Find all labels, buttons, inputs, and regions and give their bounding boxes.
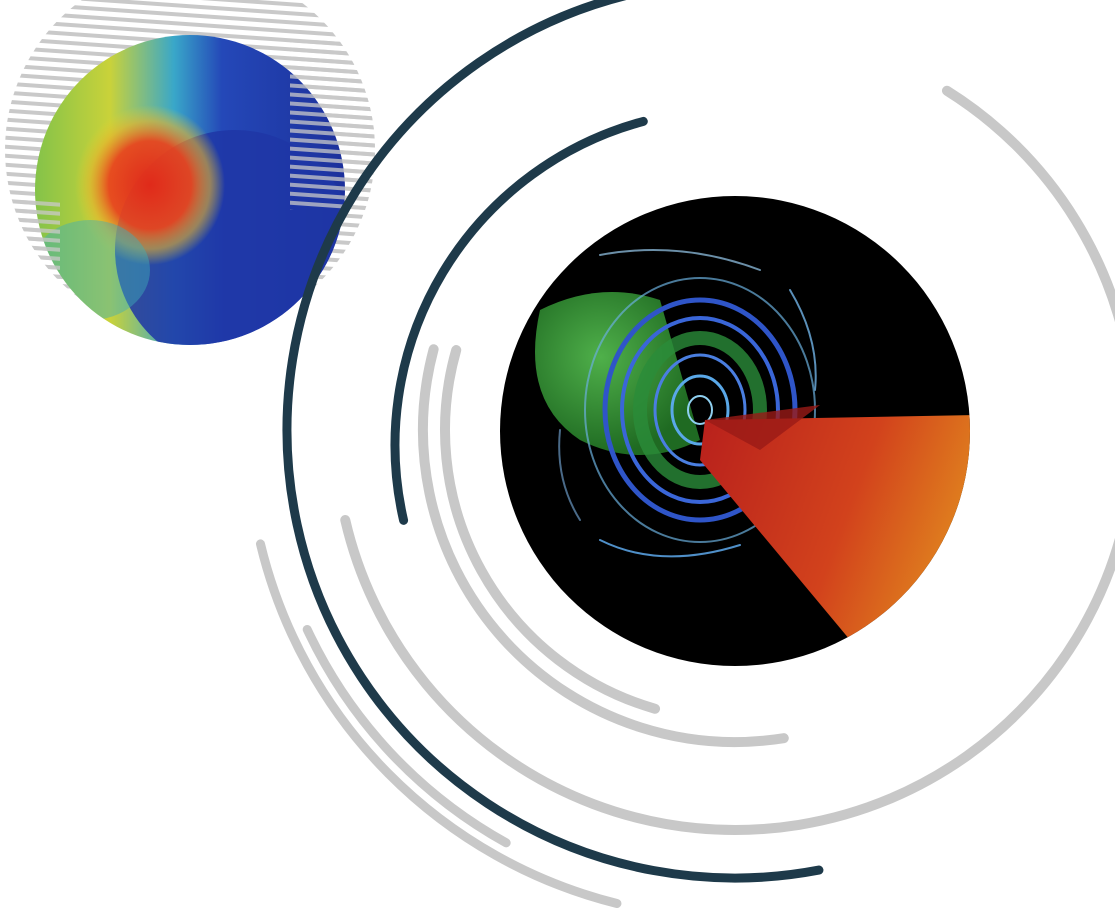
- vortex-scene: [535, 249, 970, 640]
- gray-arc: [340, 85, 1115, 835]
- arc-group: [255, 0, 1115, 909]
- dark-arc: [390, 116, 648, 525]
- gray-arc: [440, 345, 661, 714]
- dark-arc: [282, 0, 824, 883]
- gray-arc: [302, 624, 511, 848]
- gray-arc: [255, 539, 622, 909]
- gray-arc: [418, 344, 789, 747]
